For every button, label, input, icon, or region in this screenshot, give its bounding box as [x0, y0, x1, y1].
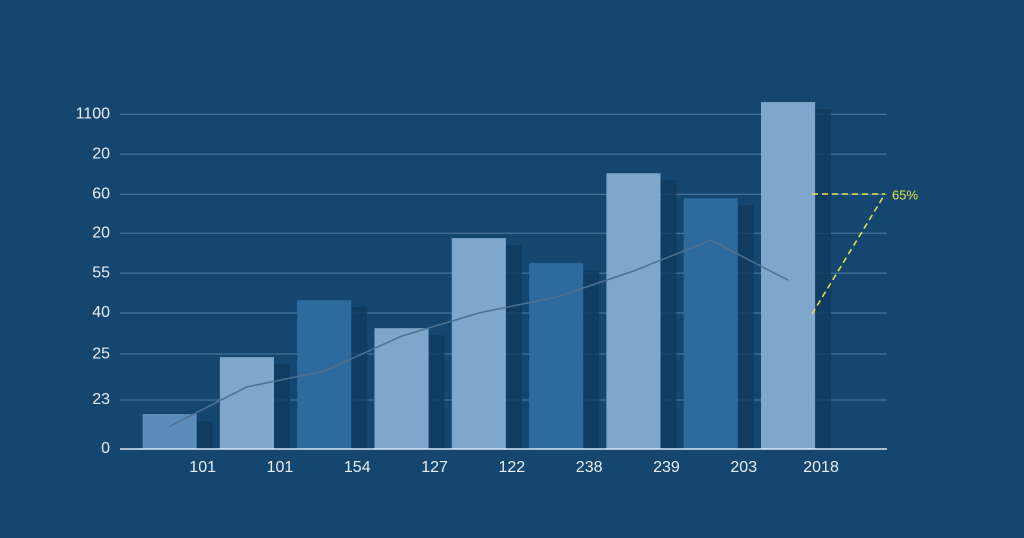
- y-tick-label: 23: [92, 391, 110, 408]
- y-tick-label: 1100: [76, 105, 111, 122]
- annotation-dash: [811, 193, 886, 315]
- x-tick-label: 122: [498, 459, 525, 476]
- y-tick-label: 40: [92, 304, 110, 321]
- y-tick-label: 20: [92, 145, 110, 162]
- x-tick-label: 127: [421, 459, 448, 476]
- x-tick-label: 239: [653, 459, 680, 476]
- trend-line: [169, 239, 789, 427]
- x-tick-label: 203: [730, 459, 757, 476]
- x-tick-label: 154: [344, 459, 371, 476]
- x-tick-label: 101: [189, 459, 216, 476]
- y-tick-label: 55: [92, 264, 110, 281]
- y-tick-label: 0: [101, 440, 110, 457]
- x-tick-label: 2018: [803, 459, 839, 476]
- bar: [451, 238, 506, 449]
- bar: [606, 173, 661, 449]
- y-tick-label: 20: [92, 224, 110, 241]
- bar: [219, 357, 275, 449]
- y-tick-label: 25: [92, 345, 110, 362]
- bar: [142, 414, 197, 449]
- bar: [683, 198, 738, 449]
- bar: [529, 263, 584, 449]
- bar: [760, 102, 816, 449]
- x-tick-label: 101: [267, 459, 294, 476]
- bar: [374, 328, 429, 449]
- x-tick-label: 238: [576, 459, 603, 476]
- annotation: 65%: [892, 187, 918, 202]
- y-tick-label: 60: [92, 185, 110, 202]
